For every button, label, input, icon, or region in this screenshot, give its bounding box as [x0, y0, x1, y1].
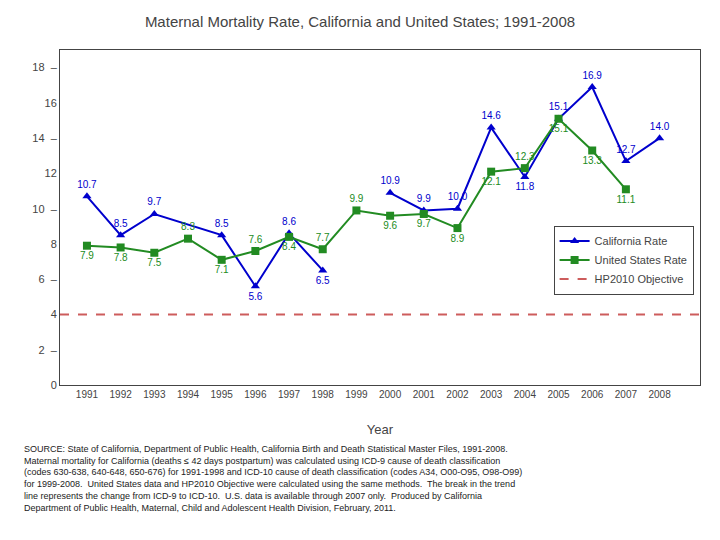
svg-text:8.3: 8.3	[181, 221, 195, 232]
svg-text:9.7: 9.7	[147, 196, 161, 207]
svg-text:2000: 2000	[379, 389, 402, 400]
svg-text:Maternal Mortality Rate, Calif: Maternal Mortality Rate, California and …	[145, 13, 575, 30]
svg-text:12.3: 12.3	[515, 151, 535, 162]
svg-text:8.5: 8.5	[114, 218, 128, 229]
svg-text:7.6: 7.6	[248, 234, 262, 245]
svg-text:1996: 1996	[244, 389, 267, 400]
svg-text:2007: 2007	[615, 389, 638, 400]
svg-text:7.9: 7.9	[80, 250, 94, 261]
svg-text:6 –: 6 –	[38, 273, 57, 285]
svg-text:7.8: 7.8	[114, 252, 128, 263]
svg-text:18 –: 18 –	[32, 61, 57, 73]
svg-text:2004: 2004	[514, 389, 537, 400]
svg-text:13.3: 13.3	[582, 155, 602, 166]
svg-text:16.9: 16.9	[582, 70, 602, 81]
svg-text:2 –: 2 –	[38, 344, 57, 356]
svg-text:8.9: 8.9	[451, 233, 465, 244]
svg-text:14.0: 14.0	[650, 121, 670, 132]
svg-text:2008: 2008	[648, 389, 671, 400]
svg-text:1995: 1995	[211, 389, 234, 400]
svg-text:15.1: 15.1	[549, 123, 569, 134]
svg-text:8.6: 8.6	[282, 216, 296, 227]
svg-text:10 –: 10 –	[32, 203, 57, 215]
svg-text:9.9: 9.9	[417, 193, 431, 204]
svg-text:14.6: 14.6	[481, 110, 501, 121]
svg-text:9.9: 9.9	[349, 193, 363, 204]
svg-text:1991: 1991	[76, 389, 99, 400]
svg-text:2005: 2005	[547, 389, 570, 400]
svg-text:2006: 2006	[581, 389, 604, 400]
svg-text:HP2010 Objective: HP2010 Objective	[595, 273, 684, 285]
svg-text:United States Rate: United States Rate	[595, 254, 687, 266]
svg-text:12.7: 12.7	[616, 144, 636, 155]
svg-text:16: 16	[45, 97, 57, 109]
svg-text:12: 12	[45, 167, 57, 179]
svg-text:1992: 1992	[110, 389, 133, 400]
svg-text:2001: 2001	[413, 389, 436, 400]
svg-text:10.7: 10.7	[77, 179, 97, 190]
svg-text:8.4: 8.4	[282, 241, 296, 252]
svg-text:SOURCE: State of California, D: SOURCE: State of California, Department …	[24, 444, 522, 513]
svg-text:Year: Year	[367, 422, 394, 437]
svg-text:California Rate: California Rate	[595, 235, 668, 247]
svg-text:15.1: 15.1	[549, 101, 569, 112]
svg-text:1998: 1998	[312, 389, 335, 400]
svg-text:8: 8	[51, 238, 57, 250]
svg-text:9.7: 9.7	[417, 218, 431, 229]
svg-text:12.1: 12.1	[481, 176, 501, 187]
svg-text:7.5: 7.5	[147, 257, 161, 268]
svg-text:7.7: 7.7	[316, 232, 330, 243]
svg-text:1997: 1997	[278, 389, 301, 400]
svg-text:2002: 2002	[446, 389, 469, 400]
svg-text:11.1: 11.1	[617, 194, 636, 205]
svg-text:1999: 1999	[345, 389, 368, 400]
svg-text:11.8: 11.8	[515, 181, 534, 192]
svg-text:10.0: 10.0	[448, 191, 468, 202]
svg-text:9.6: 9.6	[383, 220, 397, 231]
svg-text:2003: 2003	[480, 389, 503, 400]
svg-text:7.1: 7.1	[215, 264, 229, 275]
svg-text:1993: 1993	[143, 389, 166, 400]
svg-text:14 –: 14 –	[32, 132, 57, 144]
svg-text:6.5: 6.5	[316, 275, 330, 286]
svg-text:4: 4	[51, 308, 57, 320]
svg-text:0: 0	[51, 379, 57, 391]
svg-text:5.6: 5.6	[248, 291, 262, 302]
svg-text:1994: 1994	[177, 389, 200, 400]
svg-text:10.9: 10.9	[380, 175, 400, 186]
svg-text:8.5: 8.5	[215, 218, 229, 229]
